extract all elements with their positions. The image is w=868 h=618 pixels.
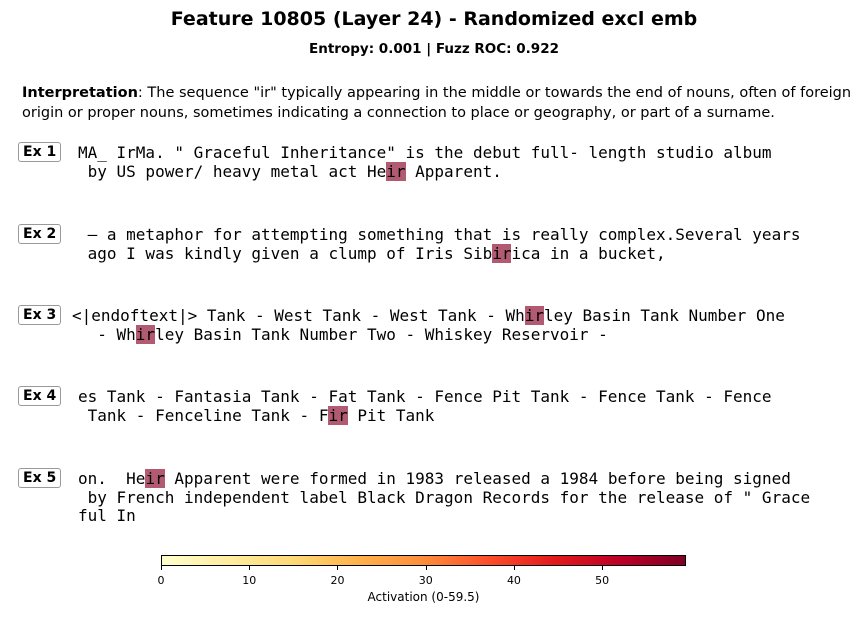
example-text-line: - Whirley Basin Tank Number Two - Whiske… (78, 324, 608, 344)
token-text: by French independent label Black Dragon… (78, 487, 811, 507)
figure-subtitle: Entropy: 0.001 | Fuzz ROC: 0.922 (309, 41, 559, 57)
figure-title: Feature 10805 (Layer 24) - Randomized ex… (170, 8, 698, 30)
colorbar-tick-label: 10 (242, 574, 257, 587)
example-text-line: by French independent label Black Dragon… (78, 488, 810, 507)
token-text: Apparent were formed in 1983 released a … (164, 469, 791, 488)
colorbar-tick (337, 566, 339, 570)
colorbar-tick (249, 566, 251, 570)
colorbar-tick-label: 0 (157, 574, 165, 587)
colorbar-tick (425, 566, 427, 570)
colorbar-tick-label: 20 (330, 574, 345, 587)
token-text: on. He (78, 469, 146, 488)
example-text-line: <|endoftext|> Tank - West Tank - West Ta… (72, 306, 785, 325)
example-text-line: ago I was kindly given a clump of Iris S… (78, 243, 666, 263)
highlighted-token: ir (135, 324, 156, 344)
example-text-line: Tank - Fenceline Tank - Fir Pit Tank (78, 405, 435, 425)
highlighted-token: ir (524, 306, 545, 325)
example-text-line: MA_ IrMa. " Graceful Inheritance" is the… (78, 143, 772, 162)
token-text: Pit Tank (347, 405, 435, 425)
example-badge: Ex 1 (18, 142, 62, 162)
example-text-line: ful In (78, 506, 136, 525)
token-text: ley Basin Tank Number Two - Whiskey Rese… (155, 324, 608, 344)
colorbar-tick (513, 566, 515, 570)
example-badge: Ex 3 (18, 305, 62, 325)
highlighted-token: ir (386, 161, 406, 181)
token-text: ful In (78, 506, 136, 525)
token-text: <|endoftext|> Tank - West Tank - West Ta… (72, 306, 525, 325)
token-text: Apparent. (405, 161, 502, 181)
token-text: – a metaphor for attempting something th… (78, 225, 801, 244)
colorbar-tick-label: 30 (418, 574, 433, 587)
token-text: MA_ IrMa. " Graceful Inheritance" is the… (78, 143, 772, 162)
example-text-line: by US power/ heavy metal act Heir Appare… (78, 161, 502, 181)
colorbar-tick-label: 50 (595, 574, 610, 587)
example-text-line: on. Heir Apparent were formed in 1983 re… (78, 469, 791, 488)
token-text: ley Basin Tank Number One (544, 306, 785, 325)
token-text: es Tank - Fantasia Tank - Fat Tank - Fen… (78, 387, 772, 406)
colorbar (161, 555, 686, 566)
token-text: ica in a bucket, (511, 243, 666, 263)
colorbar-tick (602, 566, 604, 570)
colorbar-tick-label: 40 (506, 574, 521, 587)
highlighted-token: ir (492, 243, 512, 263)
example-text-line: – a metaphor for attempting something th… (78, 225, 801, 244)
token-text: Tank - Fenceline Tank - F (78, 405, 329, 425)
highlighted-token: ir (145, 469, 165, 488)
example-badge: Ex 5 (18, 468, 62, 488)
colorbar-tick (161, 566, 162, 570)
colorbar-label: Activation (0-59.5) (367, 590, 480, 604)
interpretation: Interpretation: The sequence "ir" typica… (22, 83, 862, 123)
highlighted-token: ir (328, 405, 348, 425)
example-badge: Ex 2 (18, 224, 62, 244)
token-text: ago I was kindly given a clump of Iris S… (78, 243, 493, 263)
interpretation-text: : The sequence "ir" typically appearing … (22, 85, 852, 121)
token-text: - Wh (78, 324, 136, 344)
interpretation-label: Interpretation (22, 85, 138, 101)
example-badge: Ex 4 (18, 386, 62, 406)
token-text: by US power/ heavy metal act He (78, 161, 387, 181)
example-text-line: es Tank - Fantasia Tank - Fat Tank - Fen… (78, 387, 772, 406)
